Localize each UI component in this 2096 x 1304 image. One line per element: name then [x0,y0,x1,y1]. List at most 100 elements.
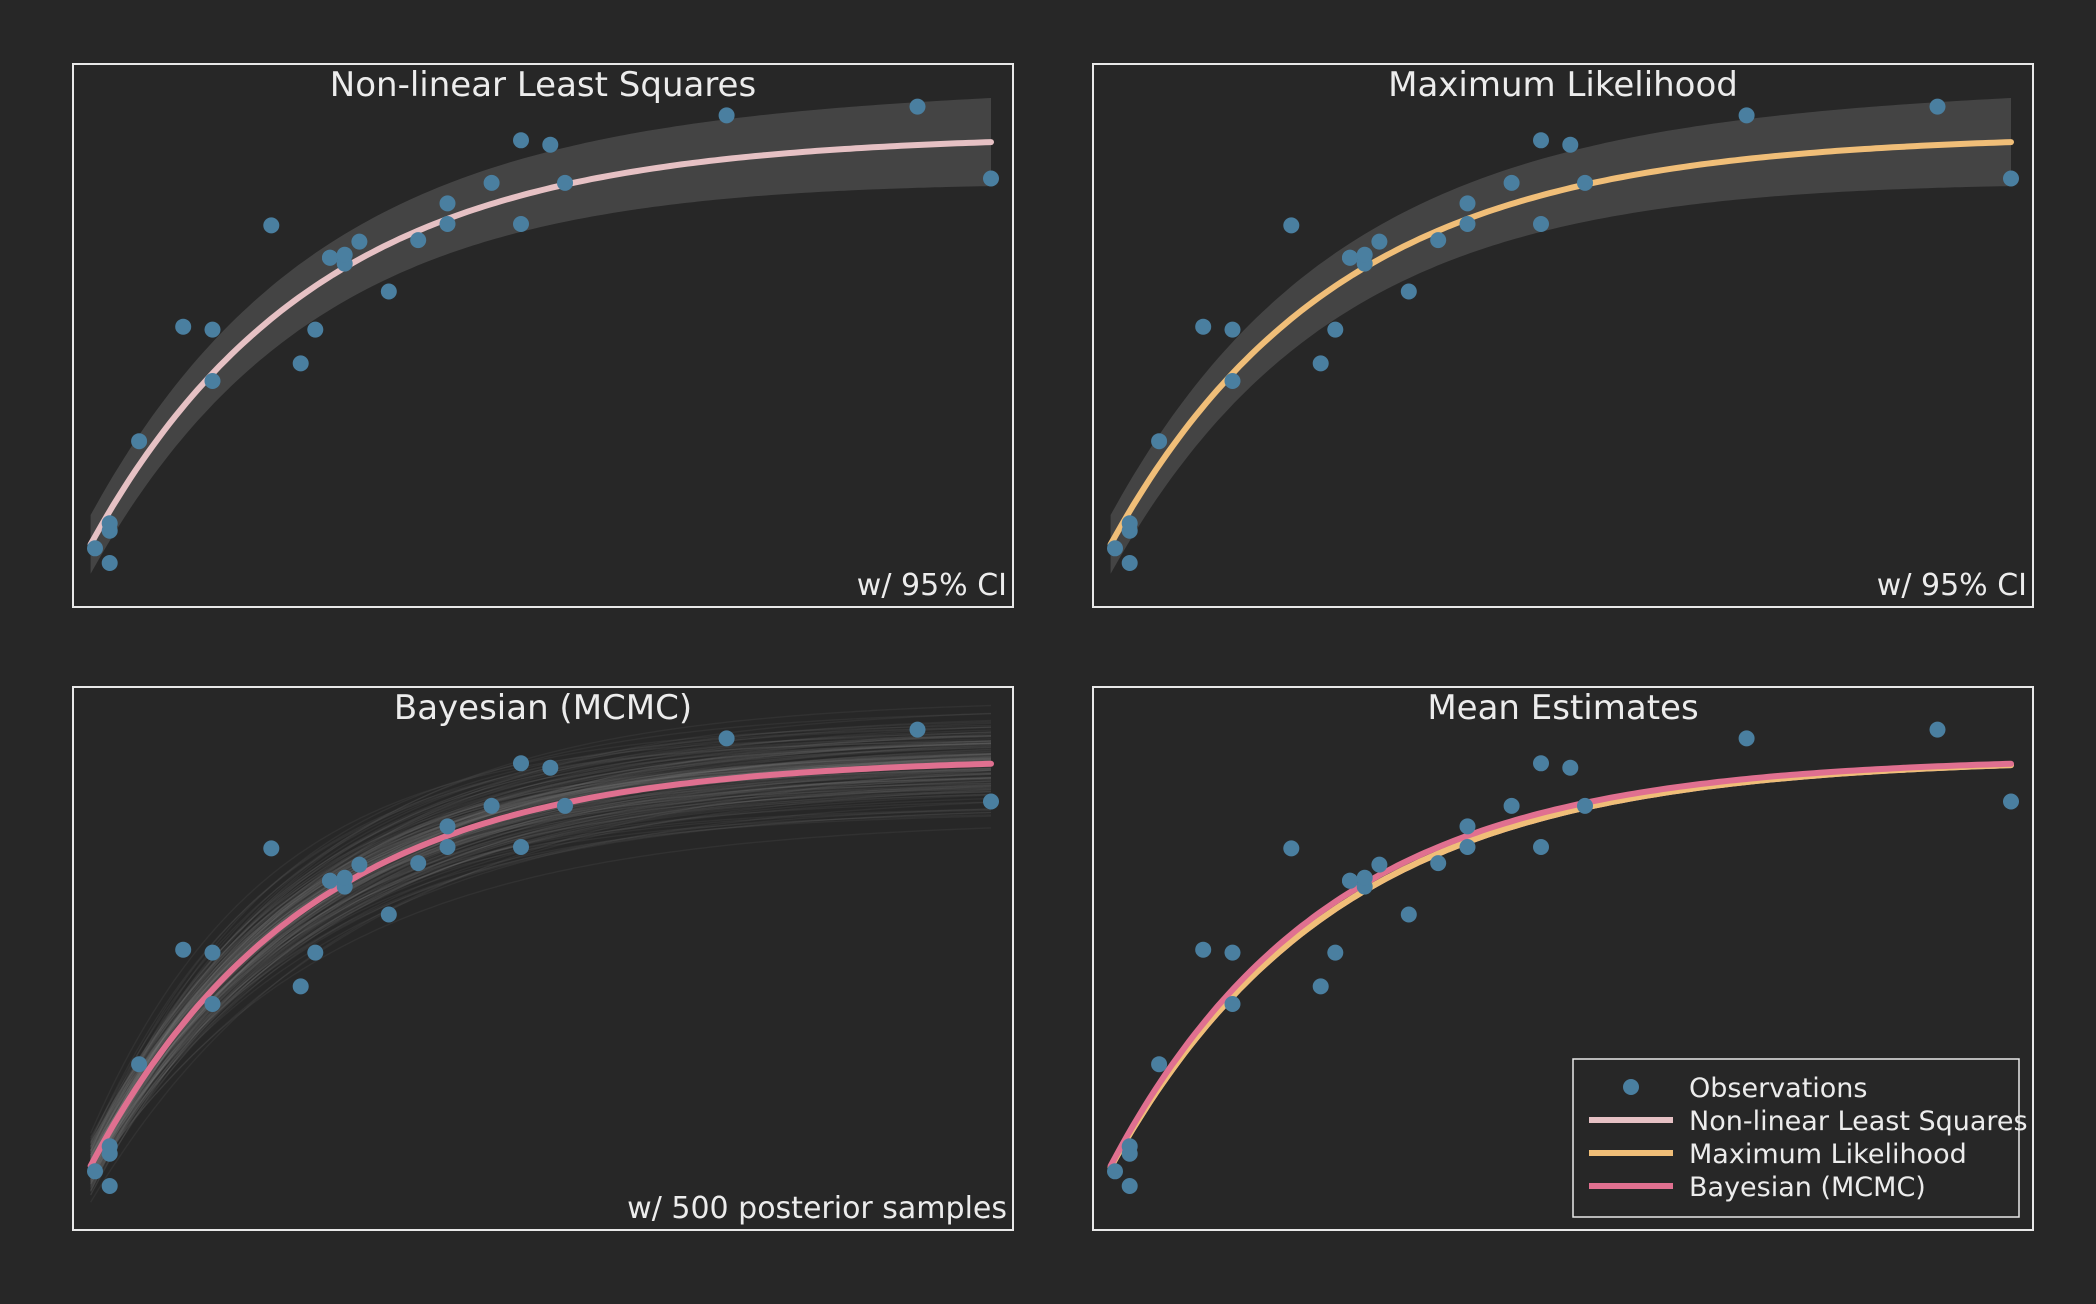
panel-3: Bayesian (MCMC) w/ 500 posterior samples [72,686,1014,1231]
observation-point [1283,840,1300,857]
observation-point [1400,283,1417,300]
observation-point [439,818,456,835]
posterior-sample-line [89,780,992,1196]
posterior-sample-line [89,782,992,1161]
legend-marker-observations [1623,1079,1639,1095]
posterior-sample-line [90,785,992,1168]
plot-area [1107,98,2019,574]
posterior-sample-line [89,726,992,1140]
posterior-sample-line [89,746,992,1178]
observation-point [1342,249,1358,266]
observation-point [1195,318,1212,335]
posterior-sample-line [89,726,992,1164]
posterior-sample-line [89,801,992,1168]
observation-point [1738,730,1755,747]
plot-area [1107,721,2019,1194]
panel-title: Bayesian (MCMC) [394,688,692,728]
posterior-sample-line [89,814,992,1166]
posterior-sample-line [89,726,992,1141]
observation-point [1356,869,1373,886]
posterior-sample-line [89,790,992,1144]
observation-point [1577,797,1593,814]
posterior-sample-line [89,753,992,1173]
observation-point [2003,793,2019,810]
posterior-sample-line [89,751,992,1189]
observation-point [1107,1163,1123,1180]
posterior-sample-line [89,777,992,1183]
observation-point [2003,170,2019,187]
posterior-sample-line [90,793,992,1174]
posterior-sample-line [89,786,992,1177]
observation-point [1459,839,1476,855]
observation-point [1224,321,1241,338]
legend-label-bayes: Bayesian (MCMC) [1689,1172,1926,1203]
posterior-sample-line [90,769,992,1176]
observation-points [1107,721,2019,1194]
posterior-sample-line [90,801,992,1168]
observation-point [1562,759,1579,776]
posterior-sample-line [90,808,992,1177]
posterior-sample-line [89,776,992,1171]
observation-point [1327,944,1344,961]
posterior-sample-line [89,758,992,1158]
observation-point [1195,941,1212,958]
posterior-sample-line [89,791,992,1181]
posterior-sample-line [89,809,992,1157]
observation-point [263,217,280,234]
posterior-sample-line [89,769,992,1169]
posterior-sample-line [89,756,992,1173]
observation-point [513,755,529,772]
posterior-sample-line [89,784,992,1191]
observation-point [557,797,573,814]
observation-points [87,721,999,1194]
posterior-sample-line [89,734,992,1166]
observation-point [513,132,529,149]
observation-point [410,232,427,249]
posterior-sample-line [89,755,992,1165]
posterior-sample-line [89,760,992,1145]
posterior-sample-line [90,773,992,1170]
observation-point [909,721,926,738]
observation-points [1107,98,2019,571]
plot-area [87,704,999,1203]
fit-line-bayes [87,760,994,1169]
observation-point [1151,1056,1168,1073]
posterior-sample-line [89,713,992,1171]
legend-label-mle: Maximum Likelihood [1689,1139,1967,1170]
observation-point [1929,98,1946,115]
observation-point [292,355,309,372]
posterior-sample-line [89,745,992,1147]
posterior-sample-line [89,772,992,1172]
observation-point [557,174,573,191]
posterior-sample-line [89,712,992,1192]
panel-annotation: w/ 500 posterior samples [627,1191,1007,1226]
posterior-sample-line [89,785,992,1163]
panel-title: Non-linear Least Squares [330,65,756,105]
legend-label-nlls: Non-linear Least Squares [1689,1106,2028,1137]
panel-frame [72,63,1014,608]
posterior-sample-line [89,731,992,1179]
observation-point [1459,818,1476,835]
observation-point [1533,839,1549,855]
observation-point [101,1145,118,1162]
observation-point [204,944,221,961]
observation-point [1400,906,1417,923]
observation-point [1430,232,1447,249]
posterior-sample-line [89,731,992,1175]
observation-point [1503,797,1520,814]
posterior-sample-line [89,722,992,1163]
observation-point [380,283,397,300]
posterior-sample-line [89,742,992,1167]
fit-line-bayes [1107,760,2014,1169]
observation-point [1312,355,1329,372]
posterior-sample-line [89,741,992,1159]
observation-point [87,540,103,557]
posterior-sample-line [89,742,992,1151]
observation-point [439,216,456,232]
observation-point [1562,136,1579,153]
posterior-sample-line [90,767,992,1159]
posterior-sample-line [89,755,992,1181]
observation-point [483,797,500,814]
posterior-sample-line [89,721,992,1152]
